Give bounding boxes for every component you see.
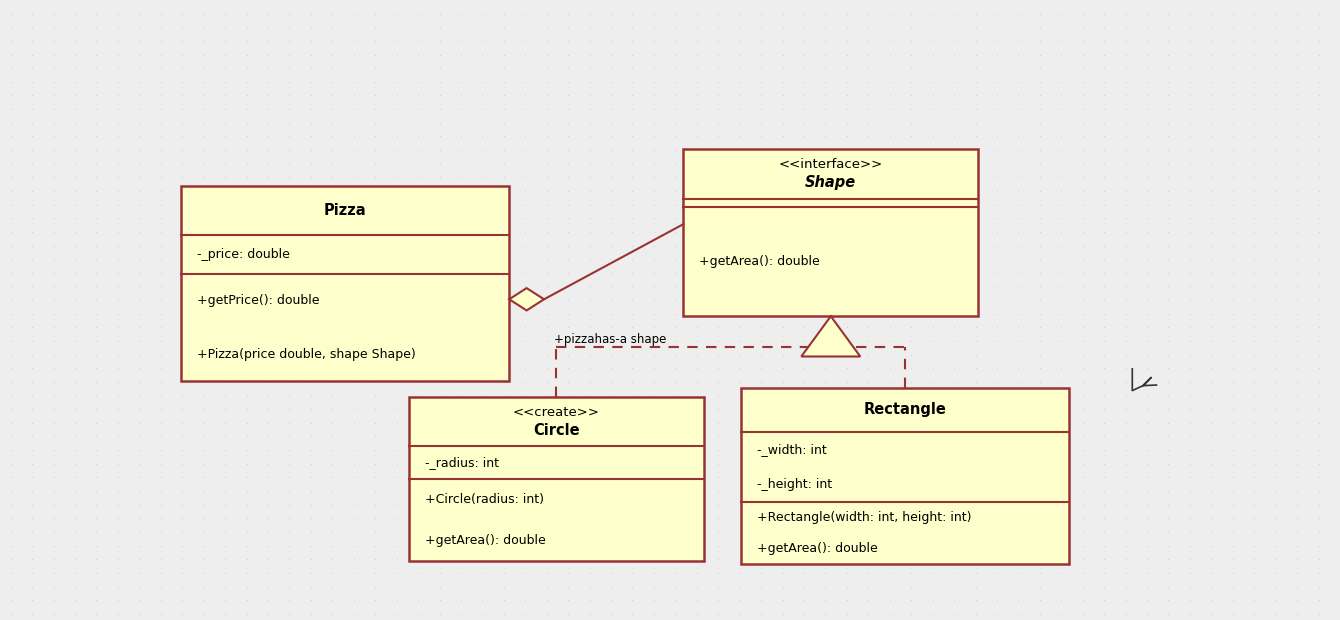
Text: +getArea(): double: +getArea(): double <box>425 534 545 547</box>
Text: -_height: int: -_height: int <box>757 478 832 491</box>
Text: +getPrice(): double: +getPrice(): double <box>197 294 319 308</box>
Bar <box>741 388 1069 564</box>
Text: Rectangle: Rectangle <box>864 402 946 417</box>
Bar <box>409 397 704 561</box>
Bar <box>683 149 978 316</box>
Text: +pizzahas-a shape: +pizzahas-a shape <box>553 334 666 347</box>
Text: +Pizza(price double, shape Shape): +Pizza(price double, shape Shape) <box>197 348 415 361</box>
Text: Pizza: Pizza <box>324 203 366 218</box>
Text: Shape: Shape <box>805 175 856 190</box>
Bar <box>181 186 509 381</box>
Polygon shape <box>509 288 544 311</box>
Text: Circle: Circle <box>533 423 579 438</box>
Text: +getArea(): double: +getArea(): double <box>699 255 820 268</box>
Text: +Rectangle(width: int, height: int): +Rectangle(width: int, height: int) <box>757 512 972 525</box>
Text: +Circle(radius: int): +Circle(radius: int) <box>425 493 544 506</box>
Text: <<create>>: <<create>> <box>513 406 599 419</box>
Text: -_width: int: -_width: int <box>757 443 827 456</box>
Text: +getArea(): double: +getArea(): double <box>757 542 878 556</box>
Text: -_price: double: -_price: double <box>197 248 289 261</box>
Text: -_radius: int: -_radius: int <box>425 456 498 469</box>
Polygon shape <box>801 316 860 356</box>
Text: <<interface>>: <<interface>> <box>779 158 883 171</box>
